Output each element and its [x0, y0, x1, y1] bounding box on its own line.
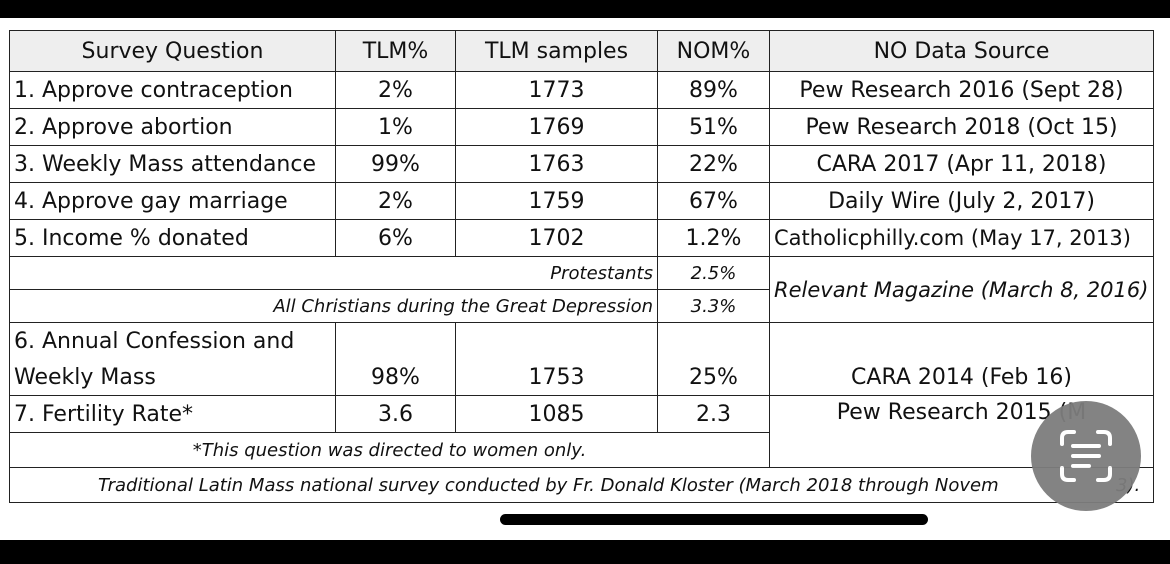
nom-cell: 51%	[657, 108, 770, 146]
empty-cell	[455, 322, 658, 359]
table-row-6a: 6. Annual Confession and	[9, 322, 1154, 359]
source-cell: CARA 2017 (Apr 11, 2018)	[769, 145, 1154, 183]
tlm-cell: 3.6	[335, 395, 456, 433]
caption-text: Traditional Latin Mass national survey c…	[98, 474, 999, 496]
question-cell-line2: Weekly Mass	[9, 359, 336, 396]
tlm-cell: 1%	[335, 108, 456, 146]
sub-row-protestants: Protestants 2.5% Relevant Magazine (Marc…	[9, 256, 1154, 323]
nom-cell: 2.3	[657, 395, 770, 433]
great-depression-value: 3.3%	[657, 289, 770, 323]
samples-cell: 1769	[455, 108, 658, 146]
samples-cell: 1753	[455, 359, 658, 396]
table-row: 4. Approve gay marriage 2% 1759 67% Dail…	[9, 182, 1154, 220]
caption-row: Traditional Latin Mass national survey c…	[9, 467, 1154, 503]
table-row: 3. Weekly Mass attendance 99% 1763 22% C…	[9, 145, 1154, 183]
survey-table: Survey Question TLM% TLM samples NOM% NO…	[9, 30, 1154, 503]
question-cell: 7. Fertility Rate*	[9, 395, 336, 433]
top-black-bar	[0, 0, 1170, 18]
great-depression-label: All Christians during the Great Depressi…	[9, 289, 658, 323]
table-row: 2. Approve abortion 1% 1769 51% Pew Rese…	[9, 108, 1154, 146]
nom-cell: 67%	[657, 182, 770, 220]
sub-row-great-depression: All Christians during the Great Depressi…	[9, 289, 1154, 323]
empty-cell	[335, 322, 456, 359]
question-cell: 4. Approve gay marriage	[9, 182, 336, 220]
samples-cell: 1702	[455, 219, 658, 257]
tlm-cell: 99%	[335, 145, 456, 183]
bottom-black-bar	[0, 540, 1170, 564]
samples-cell: 1085	[455, 395, 658, 433]
header-survey-question: Survey Question	[9, 30, 336, 72]
empty-cell	[769, 322, 1154, 359]
text-scan-icon	[1060, 430, 1112, 482]
footnote: *This question was directed to women onl…	[9, 432, 770, 468]
table-row-7: 7. Fertility Rate* 3.6 1085 2.3 Pew Rese…	[9, 395, 1154, 468]
tlm-cell: 2%	[335, 182, 456, 220]
header-data-source: NO Data Source	[769, 30, 1154, 72]
header-tlm-samples: TLM samples	[455, 30, 658, 72]
question-cell: 5. Income % donated	[9, 219, 336, 257]
protestants-value: 2.5%	[657, 256, 770, 290]
nom-cell: 89%	[657, 71, 770, 109]
nom-cell: 22%	[657, 145, 770, 183]
caption-cell: Traditional Latin Mass national survey c…	[9, 467, 1154, 503]
samples-cell: 1773	[455, 71, 658, 109]
source-cell: Pew Research 2016 (Sept 28)	[769, 71, 1154, 109]
tlm-cell: 98%	[335, 359, 456, 396]
tlm-cell: 6%	[335, 219, 456, 257]
nom-cell: 1.2%	[657, 219, 770, 257]
table-row-6b: Weekly Mass 98% 1753 25% CARA 2014 (Feb …	[9, 359, 1154, 396]
footnote-row: *This question was directed to women onl…	[9, 432, 1154, 468]
question-cell: 2. Approve abortion	[9, 108, 336, 146]
source-cell: Daily Wire (July 2, 2017)	[769, 182, 1154, 220]
header-row: Survey Question TLM% TLM samples NOM% NO…	[9, 30, 1154, 72]
question-cell: 1. Approve contraception	[9, 71, 336, 109]
source-cell: CARA 2014 (Feb 16)	[769, 359, 1154, 396]
table-row: 5. Income % donated 6% 1702 1.2% Catholi…	[9, 219, 1154, 257]
empty-cell	[657, 322, 770, 359]
source-cell: Pew Research 2018 (Oct 15)	[769, 108, 1154, 146]
samples-cell: 1763	[455, 145, 658, 183]
tlm-cell: 2%	[335, 71, 456, 109]
table-row: 1. Approve contraception 2% 1773 89% Pew…	[9, 71, 1154, 109]
home-indicator[interactable]	[500, 514, 928, 525]
protestants-label: Protestants	[9, 256, 658, 290]
relevant-magazine-source: Relevant Magazine (March 8, 2016)	[769, 256, 1154, 323]
nom-cell: 25%	[657, 359, 770, 396]
header-tlm-percent: TLM%	[335, 30, 456, 72]
question-cell: 3. Weekly Mass attendance	[9, 145, 336, 183]
live-text-scan-button[interactable]	[1031, 401, 1141, 511]
header-nom-percent: NOM%	[657, 30, 770, 72]
source-cell: Catholicphilly.com (May 17, 2013)	[769, 219, 1154, 257]
samples-cell: 1759	[455, 182, 658, 220]
question-cell-line1: 6. Annual Confession and	[9, 322, 336, 359]
